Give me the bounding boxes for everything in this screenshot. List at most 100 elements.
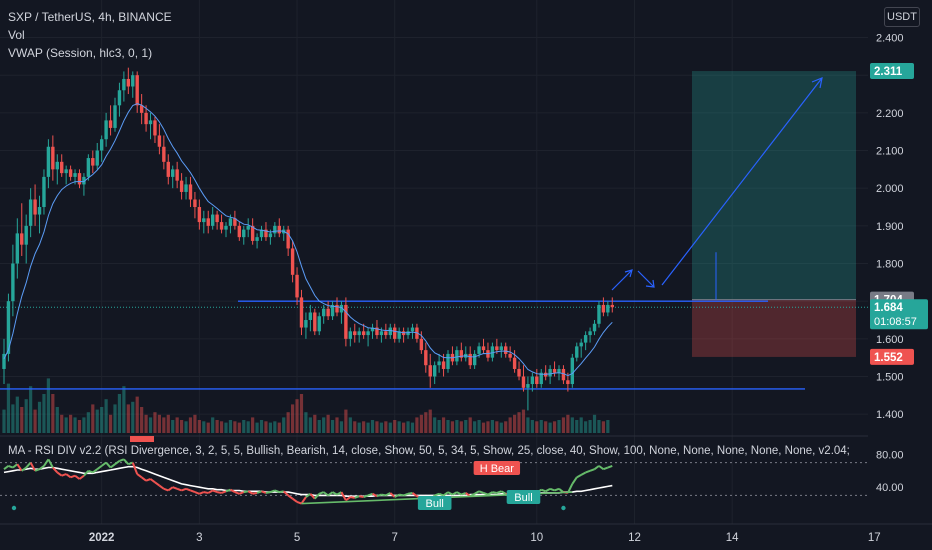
rsi-segment <box>52 466 59 474</box>
arrow-up <box>611 269 633 291</box>
candle-body <box>499 346 503 351</box>
rsi-segment <box>376 493 382 498</box>
rsi-segment <box>589 468 595 472</box>
volume-bar <box>6 383 11 433</box>
candle-body <box>370 327 375 332</box>
rsi-segment <box>181 487 187 492</box>
price-tick: 2.400 <box>876 33 904 45</box>
rsi-segment <box>292 497 298 503</box>
volume-bar <box>575 420 579 433</box>
rsi-segment <box>163 487 169 492</box>
candle-body <box>139 105 144 113</box>
rsi-segment <box>194 491 200 495</box>
volume-bar <box>557 420 561 433</box>
volume-bar <box>406 421 410 433</box>
candle-body <box>73 173 77 177</box>
last-price-badge <box>870 299 928 330</box>
bear-label-clip <box>130 436 154 442</box>
volume-bar <box>69 414 73 433</box>
rsi-segment <box>607 464 613 469</box>
volume-bar <box>251 417 255 433</box>
rsi-segment <box>109 463 116 469</box>
rsi-oscillator-pane: H Bear Bull Bull <box>0 436 868 511</box>
time-axis-bg <box>0 524 932 550</box>
rsi-segment <box>318 491 325 495</box>
candle-body <box>548 368 552 377</box>
candle-body <box>339 304 344 313</box>
rsi-segment <box>207 489 214 494</box>
candle-body <box>166 161 170 177</box>
candle-body <box>206 218 210 226</box>
volume-bar <box>166 414 170 433</box>
candle-body <box>51 146 55 170</box>
volume-bar <box>579 417 583 433</box>
volume-bar <box>606 420 610 433</box>
volume-bar <box>357 422 361 433</box>
volume-bar <box>286 412 290 433</box>
horizontal-lines <box>0 300 868 390</box>
candle-body <box>255 237 259 241</box>
time-tick: 7 <box>392 532 398 544</box>
vwap-legend: VWAP (Session, hlc3, 0, 1) <box>8 46 153 60</box>
volume-bar <box>424 412 428 433</box>
rsi-segment <box>8 464 14 469</box>
rsi-segment <box>385 492 391 497</box>
volume-bar <box>162 417 166 433</box>
volume-bar <box>597 420 601 433</box>
volume-bar <box>264 421 268 433</box>
price-axis[interactable]: 2.4002.3002.2002.1002.0001.9001.8001.700… <box>869 0 932 550</box>
candle-body <box>330 304 335 317</box>
candle-body <box>410 327 415 332</box>
candle-body <box>304 320 308 328</box>
volume-bar <box>29 386 33 433</box>
volume-bar <box>513 414 517 433</box>
rsi-segment <box>229 488 236 493</box>
volume-bar <box>259 420 264 433</box>
volume-bar <box>64 417 68 433</box>
volume-bar <box>455 420 459 433</box>
volume-bar <box>441 417 446 433</box>
currency-button[interactable]: USDT <box>884 7 920 27</box>
volume-bar <box>2 409 6 433</box>
volume-bar <box>153 412 157 433</box>
volume-bar <box>464 420 468 433</box>
volume-bar <box>570 417 574 433</box>
candle-body <box>495 346 499 351</box>
candle-body <box>95 150 99 166</box>
price-tick: 1.400 <box>876 409 904 421</box>
rsi-segment <box>474 490 480 495</box>
volume-bar <box>344 409 348 433</box>
candle-body <box>521 376 526 388</box>
arrow-target <box>661 77 823 286</box>
rsi-segment <box>34 468 40 472</box>
candle-body <box>60 161 64 174</box>
candle-body <box>215 214 219 223</box>
candle-body <box>566 380 570 385</box>
volume-bar <box>206 422 210 433</box>
bull-label: Bull <box>514 492 532 504</box>
candle-body <box>588 331 592 336</box>
volume-bar <box>140 407 144 433</box>
candle-body <box>250 225 255 241</box>
rsi-segment <box>540 488 547 493</box>
rsi-segment <box>83 470 90 477</box>
rsi-segment <box>309 493 316 500</box>
candle-body <box>24 225 28 245</box>
volume-bar <box>108 414 113 433</box>
time-tick: 3 <box>196 532 202 544</box>
volume-bar <box>242 420 246 433</box>
time-axis[interactable]: 2022 3 5 7 10 12 14 17 <box>0 523 932 550</box>
candle-body <box>15 233 20 264</box>
rsi-segment <box>460 492 467 496</box>
candle-body <box>490 346 495 358</box>
rsi-segment <box>359 495 364 499</box>
volume-bar <box>313 414 317 433</box>
volume-bar <box>566 414 570 433</box>
volume-bar <box>335 417 339 433</box>
volume-bar <box>184 421 188 433</box>
volume-bar <box>180 420 184 433</box>
rsi-segment <box>252 491 258 495</box>
rsi-segment <box>149 478 156 484</box>
candle-body <box>335 304 339 313</box>
